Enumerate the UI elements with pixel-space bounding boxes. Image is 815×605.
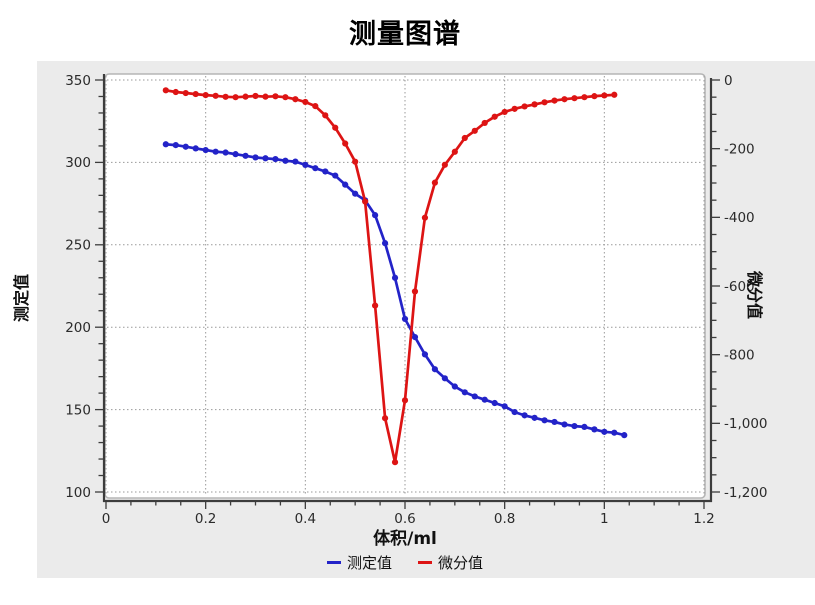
legend-item-measured: 测定值: [326, 552, 392, 573]
x-axis-title: 体积/ml: [373, 529, 437, 549]
svg-text:-1,200: -1,200: [724, 485, 768, 501]
svg-text:300: 300: [65, 155, 91, 171]
svg-text:-200: -200: [724, 141, 755, 157]
svg-text:100: 100: [65, 485, 91, 501]
svg-text:-1,000: -1,000: [724, 416, 768, 432]
svg-text:0.8: 0.8: [494, 511, 515, 527]
svg-text:250: 250: [65, 238, 91, 254]
chart-legend: 测定值 微分值: [106, 552, 704, 573]
svg-text:0: 0: [102, 511, 111, 527]
svg-text:200: 200: [65, 320, 91, 336]
svg-text:1: 1: [600, 511, 609, 527]
measured-series-swatch: [326, 561, 341, 564]
left-axis-title: 测定值: [12, 274, 31, 323]
chart-title: 测量图谱: [349, 19, 461, 50]
svg-text:-600: -600: [724, 279, 755, 295]
svg-text:1.2: 1.2: [693, 511, 714, 527]
svg-text:0.6: 0.6: [394, 511, 415, 527]
derivative-series-swatch: [418, 561, 432, 564]
right-axis-title: 微分值: [745, 270, 764, 319]
svg-text:0.4: 0.4: [295, 511, 316, 527]
svg-text:0: 0: [724, 73, 733, 89]
svg-text:-400: -400: [724, 210, 755, 226]
legend-item-derivative: 微分值: [418, 552, 483, 573]
svg-text:-800: -800: [724, 347, 755, 363]
svg-text:0.2: 0.2: [195, 511, 216, 527]
svg-text:150: 150: [65, 402, 91, 418]
legend-label-measured: 测定值: [346, 554, 392, 572]
svg-text:350: 350: [65, 73, 91, 89]
legend-label-derivative: 微分值: [438, 554, 484, 572]
